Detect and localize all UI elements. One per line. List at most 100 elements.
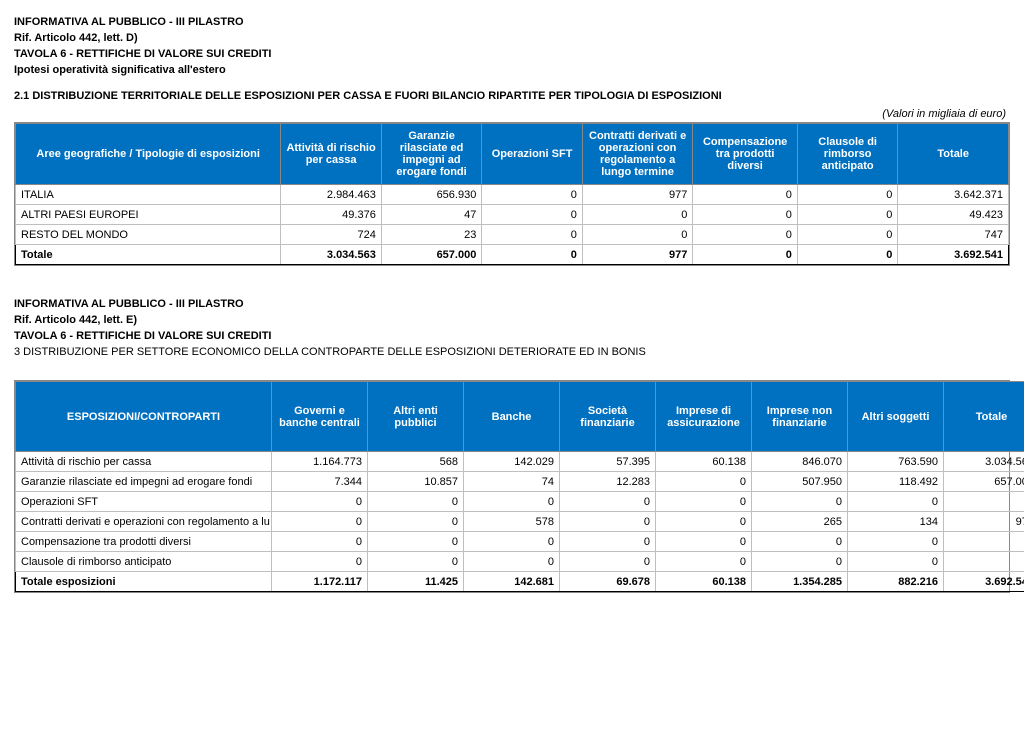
total-value: 977 (582, 245, 693, 265)
cell-value: 656.930 (381, 185, 482, 205)
total-value: 3.692.540 (944, 572, 1024, 592)
cell-value: 0 (482, 185, 583, 205)
cell-value: 0 (368, 552, 464, 572)
row-label: Clausole di rimborso anticipato (16, 552, 272, 572)
cell-value: 0 (656, 552, 752, 572)
table-total-row: Totale esposizioni1.172.11711.425142.681… (16, 572, 1024, 592)
cell-value: 2.984.463 (281, 185, 382, 205)
total-value: 69.678 (560, 572, 656, 592)
table-row: ALTRI PAESI EUROPEI49.37647000049.423 (16, 205, 1009, 225)
column-header: Garanzie rilasciate ed impegni ad erogar… (381, 124, 482, 185)
total-value: 3.692.541 (898, 245, 1009, 265)
cell-value: 0 (797, 205, 898, 225)
cell-value: 3.034.563 (944, 452, 1024, 472)
cell-value: 0 (368, 512, 464, 532)
column-header: Clausole di rimborso anticipato (797, 124, 898, 185)
cell-value: 657.000 (944, 472, 1024, 492)
cell-value: 568 (368, 452, 464, 472)
total-value: 0 (482, 245, 583, 265)
cell-value: 846.070 (752, 452, 848, 472)
column-header: Altri enti pubblici (368, 382, 464, 452)
cell-value: 265 (752, 512, 848, 532)
cell-value: 0 (693, 225, 798, 245)
cell-value: 724 (281, 225, 382, 245)
column-header: ESPOSIZIONI/CONTROPARTI (16, 382, 272, 452)
cell-value: 0 (368, 532, 464, 552)
total-value: 11.425 (368, 572, 464, 592)
cell-value: 0 (272, 532, 368, 552)
s2-h4: 3 DISTRIBUZIONE PER SETTORE ECONOMICO DE… (14, 346, 1010, 358)
cell-value: - (944, 552, 1024, 572)
table-row: Attività di rischio per cassa1.164.77356… (16, 452, 1024, 472)
s2-table-wrap: ESPOSIZIONI/CONTROPARTIGoverni e banche … (14, 380, 1010, 593)
cell-value: 142.029 (464, 452, 560, 472)
cell-value: 0 (848, 552, 944, 572)
table-row: ITALIA2.984.463656.9300977003.642.371 (16, 185, 1009, 205)
cell-value: - (944, 492, 1024, 512)
s1-h3: TAVOLA 6 - RETTIFICHE DI VALORE SUI CRED… (14, 48, 1010, 60)
cell-value: 23 (381, 225, 482, 245)
cell-value: 0 (464, 552, 560, 572)
cell-value: 578 (464, 512, 560, 532)
cell-value: 0 (582, 205, 693, 225)
cell-value: - (944, 532, 1024, 552)
cell-value: 1.164.773 (272, 452, 368, 472)
column-header: Totale (898, 124, 1009, 185)
total-value: 142.681 (464, 572, 560, 592)
table-header-row: Aree geografiche / Tipologie di esposizi… (16, 124, 1009, 185)
cell-value: 3.642.371 (898, 185, 1009, 205)
cell-value: 0 (272, 512, 368, 532)
total-label: Totale (16, 245, 281, 265)
row-label: Garanzie rilasciate ed impegni ad erogar… (16, 472, 272, 492)
cell-value: 0 (482, 205, 583, 225)
s2-h1: INFORMATIVA AL PUBBLICO - III PILASTRO (14, 298, 1010, 310)
total-value: 0 (797, 245, 898, 265)
table-total-row: Totale3.034.563657.0000977003.692.541 (16, 245, 1009, 265)
cell-value: 57.395 (560, 452, 656, 472)
s1-title: 2.1 DISTRIBUZIONE TERRITORIALE DELLE ESP… (14, 90, 1010, 102)
s1-table: Aree geografiche / Tipologie di esposizi… (15, 123, 1009, 265)
cell-value: 10.857 (368, 472, 464, 492)
total-value: 60.138 (656, 572, 752, 592)
cell-value: 0 (272, 492, 368, 512)
total-value: 1.172.117 (272, 572, 368, 592)
cell-value: 0 (464, 532, 560, 552)
cell-value: 0 (656, 512, 752, 532)
cell-value: 0 (693, 185, 798, 205)
table-row: Garanzie rilasciate ed impegni ad erogar… (16, 472, 1024, 492)
cell-value: 0 (693, 205, 798, 225)
cell-value: 0 (560, 552, 656, 572)
cell-value: 0 (752, 532, 848, 552)
cell-value: 0 (797, 225, 898, 245)
s1-units: (Valori in migliaia di euro) (14, 108, 1006, 120)
column-header: Imprese di assicurazione (656, 382, 752, 452)
total-value: 1.354.285 (752, 572, 848, 592)
cell-value: 0 (368, 492, 464, 512)
section2-header: INFORMATIVA AL PUBBLICO - III PILASTRO R… (14, 298, 1010, 358)
total-value: 0 (693, 245, 798, 265)
cell-value: 507.950 (752, 472, 848, 492)
s1-h4: Ipotesi operatività significativa all'es… (14, 64, 1010, 76)
total-label: Totale esposizioni (16, 572, 272, 592)
s2-h3: TAVOLA 6 - RETTIFICHE DI VALORE SUI CRED… (14, 330, 1010, 342)
column-header: Banche (464, 382, 560, 452)
row-label: Operazioni SFT (16, 492, 272, 512)
column-header: Totale (944, 382, 1024, 452)
column-header: Compensazione tra prodotti diversi (693, 124, 798, 185)
cell-value: 0 (656, 532, 752, 552)
cell-value: 0 (582, 225, 693, 245)
total-value: 882.216 (848, 572, 944, 592)
column-header: Società finanziarie (560, 382, 656, 452)
cell-value: 47 (381, 205, 482, 225)
cell-value: 747 (898, 225, 1009, 245)
cell-value: 0 (482, 225, 583, 245)
table-row: Compensazione tra prodotti diversi000000… (16, 532, 1024, 552)
cell-value: 0 (752, 552, 848, 572)
s2-h2: Rif. Articolo 442, lett. E) (14, 314, 1010, 326)
cell-value: 0 (560, 532, 656, 552)
cell-value: 763.590 (848, 452, 944, 472)
cell-value: 49.376 (281, 205, 382, 225)
cell-value: 977 (582, 185, 693, 205)
cell-value: 0 (848, 532, 944, 552)
row-label: ALTRI PAESI EUROPEI (16, 205, 281, 225)
